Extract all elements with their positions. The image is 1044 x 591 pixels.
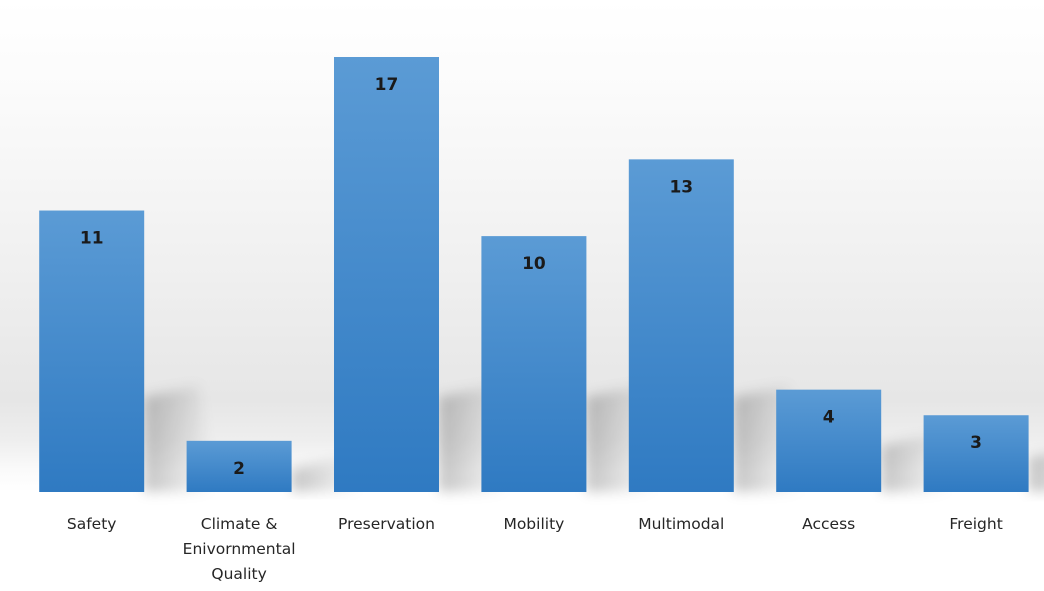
bar [186,440,292,492]
data-label: 2 [233,459,245,479]
bar [481,236,587,492]
bar [776,389,882,492]
x-tick-label-line: Climate & [201,515,278,533]
x-tick-label: Access [802,515,855,533]
data-label: 3 [970,433,982,453]
bar [39,210,145,492]
x-tick-label-line: Freight [949,515,1002,533]
x-tick-label-line: Safety [67,515,117,533]
data-label: 10 [522,254,546,274]
x-tick-label-line: Preservation [338,515,435,533]
x-tick-label-line: Multimodal [638,515,724,533]
bar [334,57,439,492]
bar-shadow [1028,454,1044,492]
x-tick-label: Safety [67,515,117,533]
data-label: 17 [375,75,399,95]
x-tick-label-line: Quality [211,565,266,583]
x-tick-label: Mobility [503,515,564,533]
bar [628,159,734,492]
data-labels: 11 2 17 10 13 4 3 [80,75,982,479]
x-tick-label: Preservation [338,515,435,533]
data-label: 11 [80,229,104,249]
data-label: 13 [669,177,693,197]
bars [39,57,1029,492]
x-tick-label-line: Mobility [503,515,564,533]
data-label: 4 [823,408,835,428]
x-tick-label-line: Access [802,515,855,533]
x-tick-label: Climate & Enivornmental Quality [183,515,296,583]
x-tick-label: Freight [949,515,1002,533]
x-axis-tick-labels: Safety Climate & Enivornmental Quality Prese… [67,515,1003,583]
x-tick-label: Multimodal [638,515,724,533]
bar [923,415,1029,492]
x-tick-label-line: Enivornmental [183,540,296,558]
